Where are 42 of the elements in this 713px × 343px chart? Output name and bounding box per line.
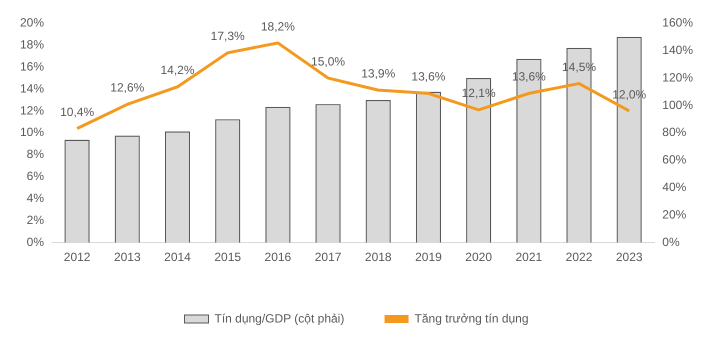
legend-label: Tín dụng/GDP (cột phải) (214, 311, 344, 326)
y-tick-label: 20% (20, 16, 44, 30)
y-tick-label: 4% (26, 191, 44, 206)
y2-tick-label: 160% (662, 16, 694, 30)
data-label: 14,2% (160, 63, 195, 78)
x-tick-label: 2013 (114, 250, 141, 264)
x-tick-label: 2021 (515, 250, 542, 264)
y-tick-label: 16% (20, 59, 44, 74)
y-tick-label: 10% (20, 125, 44, 140)
y-tick-label: 14% (20, 81, 44, 96)
x-tick-label: 2017 (314, 250, 342, 264)
y-tick-label: 0% (26, 234, 44, 249)
data-label: 13,9% (361, 66, 396, 80)
data-label: 15,0% (311, 54, 346, 68)
x-tick-label: 2012 (64, 250, 91, 264)
y2-tick-label: 80% (662, 125, 687, 140)
y2-tick-label: 40% (662, 180, 687, 194)
y2-tick-label: 20% (662, 207, 687, 222)
x-tick-label: 2022 (566, 250, 593, 264)
data-label: 17,3% (210, 29, 246, 44)
y-tick-label: 2% (26, 212, 44, 227)
y-tick-label: 8% (26, 147, 44, 162)
x-tick-label: 2014 (164, 250, 192, 264)
data-label: 18,2% (260, 19, 296, 34)
x-tick-label: 2018 (364, 250, 392, 264)
y2-tick-label: 140% (662, 42, 694, 57)
y2-tick-label: 120% (662, 70, 694, 84)
y2-tick-label: 0% (662, 234, 680, 249)
y-tick-label: 12% (20, 103, 44, 118)
y-tick-label: 18% (20, 37, 44, 52)
x-tick-label: 2023 (616, 250, 643, 264)
legend-label: Tăng trưởng tín dụng (414, 311, 529, 326)
y2-tick-label: 60% (662, 152, 687, 167)
data-label: 13,6% (411, 70, 446, 84)
y-tick-label: 6% (26, 169, 44, 184)
data-label: 10,4% (60, 104, 94, 119)
x-tick-label: 2016 (264, 250, 292, 264)
x-tick-label: 2019 (415, 250, 442, 264)
data-label: 12,6% (110, 80, 145, 95)
x-tick-label: 2020 (465, 250, 492, 264)
y2-tick-label: 100% (662, 98, 694, 112)
x-tick-label: 2015 (214, 250, 242, 264)
